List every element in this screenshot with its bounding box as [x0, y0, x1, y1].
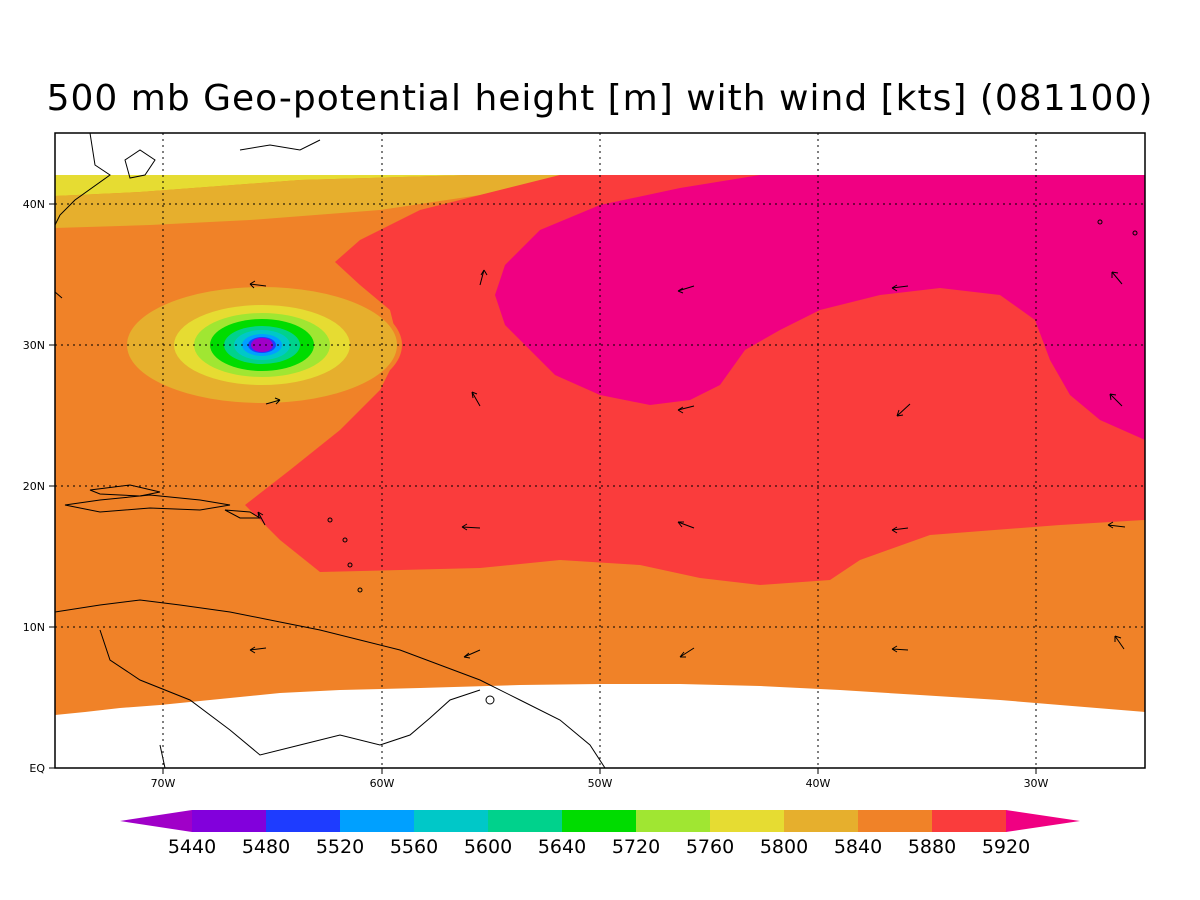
- colorbar-label: 5880: [908, 836, 956, 858]
- colorbar-swatch: [562, 810, 637, 832]
- x-tick-60w: 60W: [370, 777, 395, 790]
- x-tick-70w: 70W: [151, 777, 176, 790]
- y-tick-10n: 10N: [23, 621, 45, 634]
- y-tick-40n: 40N: [23, 198, 45, 211]
- low-pressure-center: [122, 283, 402, 407]
- colorbar-label: 5520: [316, 836, 364, 858]
- colorbar-label: 5600: [464, 836, 512, 858]
- tick-marks: [49, 203, 1037, 774]
- colorbar-under-triangle: [120, 810, 192, 832]
- colorbar-label: 5840: [834, 836, 882, 858]
- x-tick-50w: 50W: [588, 777, 613, 790]
- colorbar-swatch: [488, 810, 563, 832]
- y-tick-20n: 20N: [23, 480, 45, 493]
- colorbar-label: 5560: [390, 836, 438, 858]
- region-above-5920: [495, 175, 1145, 440]
- colorbar-swatch: [784, 810, 859, 832]
- gridlines: [55, 133, 1145, 768]
- coastlines: [55, 133, 1138, 768]
- colorbar-swatch: [710, 810, 785, 832]
- colorbar-label: 5720: [612, 836, 660, 858]
- colorbar-swatch: [858, 810, 933, 832]
- colorbar-swatch: [636, 810, 711, 832]
- colorbar-label: 5800: [760, 836, 808, 858]
- colorbar-label: 5640: [538, 836, 586, 858]
- colorbar-swatch: [414, 810, 489, 832]
- colorbar-swatch: [340, 810, 415, 832]
- colorbar-swatch: [192, 810, 267, 832]
- y-tick-30n: 30N: [23, 339, 45, 352]
- wind-vectors: [55, 269, 1126, 659]
- colorbar-label: 5480: [242, 836, 290, 858]
- region-5800-5840: [55, 175, 470, 196]
- x-tick-40w: 40W: [806, 777, 831, 790]
- contour-fill: [55, 133, 1145, 768]
- colorbar-label: 5760: [686, 836, 734, 858]
- colorbar-over-triangle: [1006, 810, 1080, 832]
- colorbar: 5440 5480 5520 5560 5600 5640 5720 5760 5800 5840…: [120, 810, 1080, 858]
- region-5840-gold: [55, 175, 560, 228]
- colorbar-label: 5440: [168, 836, 216, 858]
- x-tick-30w: 30W: [1024, 777, 1049, 790]
- y-tick-eq: EQ: [29, 762, 45, 775]
- colorbar-swatch: [266, 810, 341, 832]
- missing-south: [55, 684, 1145, 768]
- colorbar-label: 5920: [982, 836, 1030, 858]
- map-title: 500 mb Geo-potential height [m] with win…: [46, 78, 1154, 119]
- colorbar-swatch: [932, 810, 1007, 832]
